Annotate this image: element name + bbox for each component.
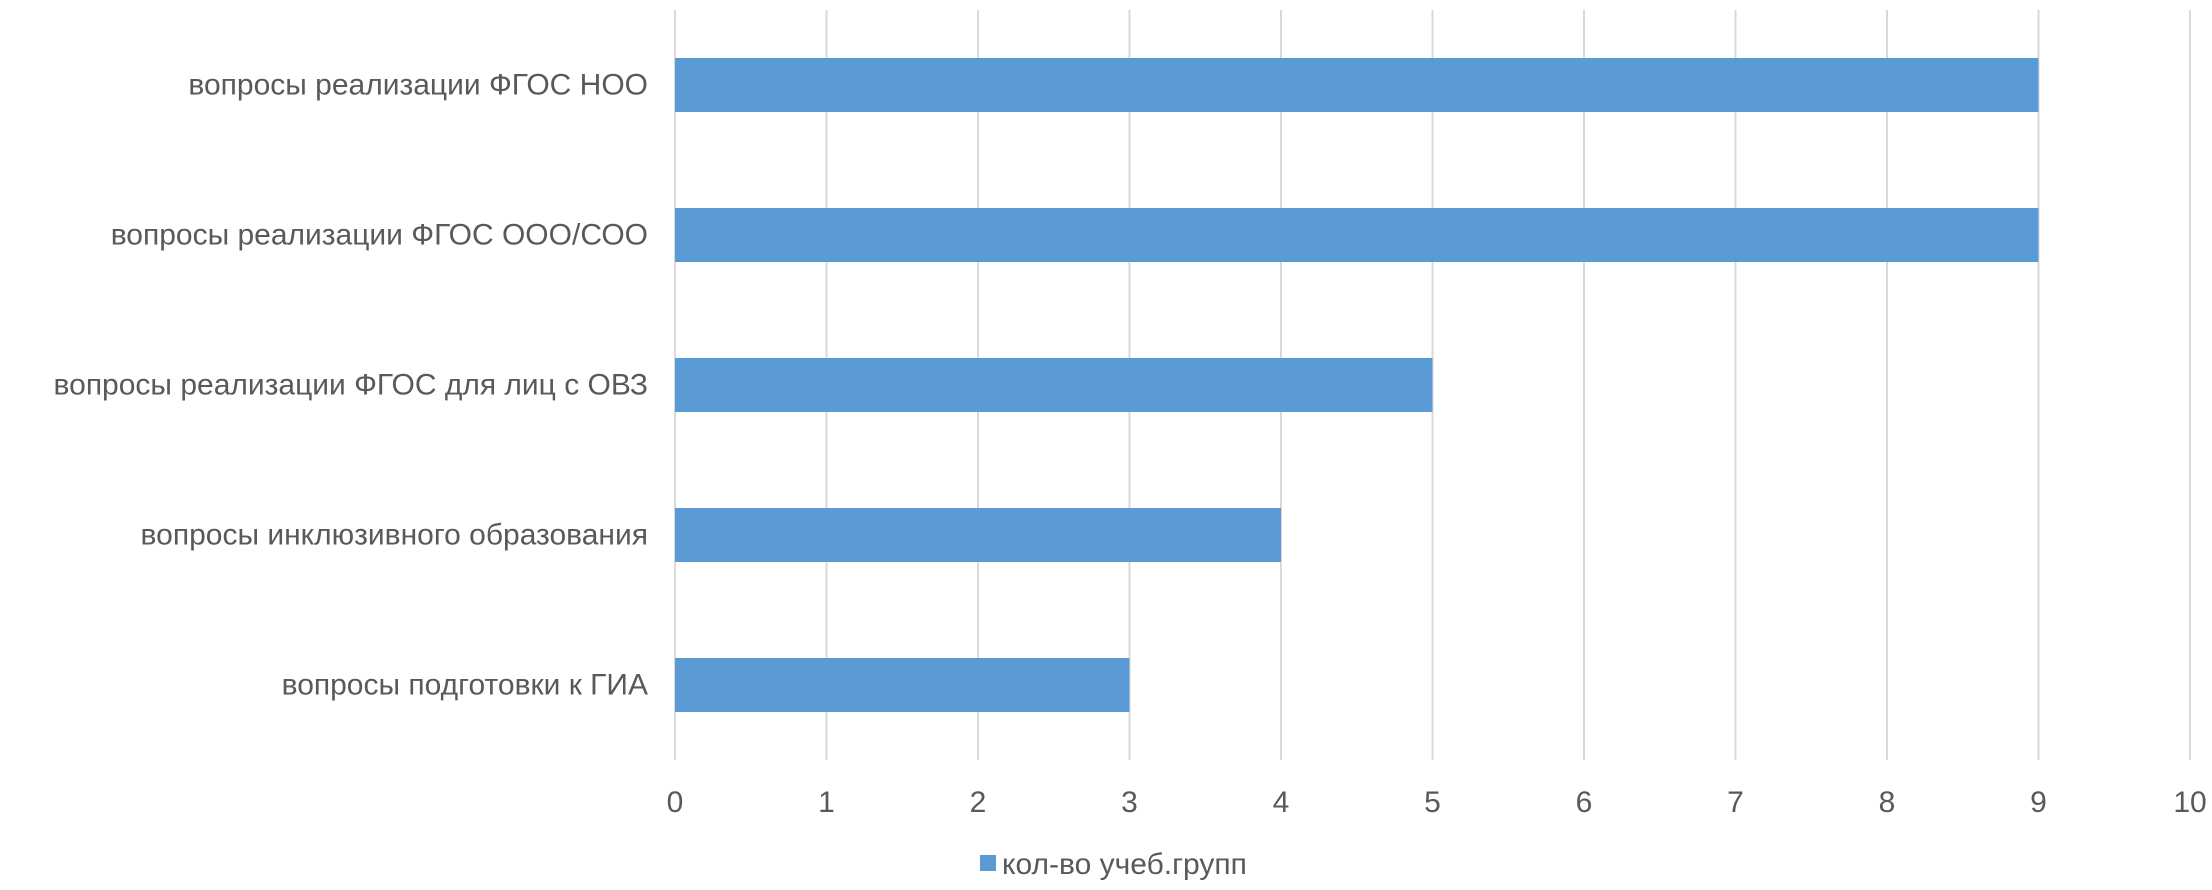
x-tick-label-5: 5 [1424, 786, 1441, 819]
legend: кол-во учеб.групп [980, 848, 1247, 881]
bar-4 [675, 508, 1281, 562]
category-label-3: вопросы реализации ФГОС для лиц с ОВЗ [54, 369, 648, 402]
bar-1 [675, 58, 2039, 112]
legend-label: кол-во учеб.групп [1002, 848, 1247, 881]
x-tick-label-2: 2 [970, 786, 987, 819]
bar-2 [675, 208, 2039, 262]
category-label-1: вопросы реализации ФГОС НОО [188, 69, 648, 102]
bars [675, 58, 2039, 712]
x-tick-label-1: 1 [818, 786, 835, 819]
category-label-2: вопросы реализации ФГОС ООО/СОО [111, 219, 648, 252]
x-tick-label-9: 9 [2030, 786, 2047, 819]
bar-3 [675, 358, 1433, 412]
x-tick-label-7: 7 [1727, 786, 1744, 819]
category-labels: вопросы реализации ФГОС НОО вопросы реали… [54, 69, 648, 702]
category-label-5: вопросы подготовки к ГИА [282, 669, 648, 702]
x-tick-label-4: 4 [1273, 786, 1290, 819]
legend-swatch [980, 855, 996, 871]
category-label-4: вопросы инклюзивного образования [141, 519, 648, 552]
x-tick-labels: 0 1 2 3 4 5 6 7 8 9 10 [667, 786, 2207, 819]
x-tick-label-10: 10 [2173, 786, 2206, 819]
x-tick-label-0: 0 [667, 786, 684, 819]
x-tick-label-6: 6 [1576, 786, 1593, 819]
x-tick-label-3: 3 [1121, 786, 1138, 819]
bar-5 [675, 658, 1130, 712]
x-tick-label-8: 8 [1879, 786, 1896, 819]
